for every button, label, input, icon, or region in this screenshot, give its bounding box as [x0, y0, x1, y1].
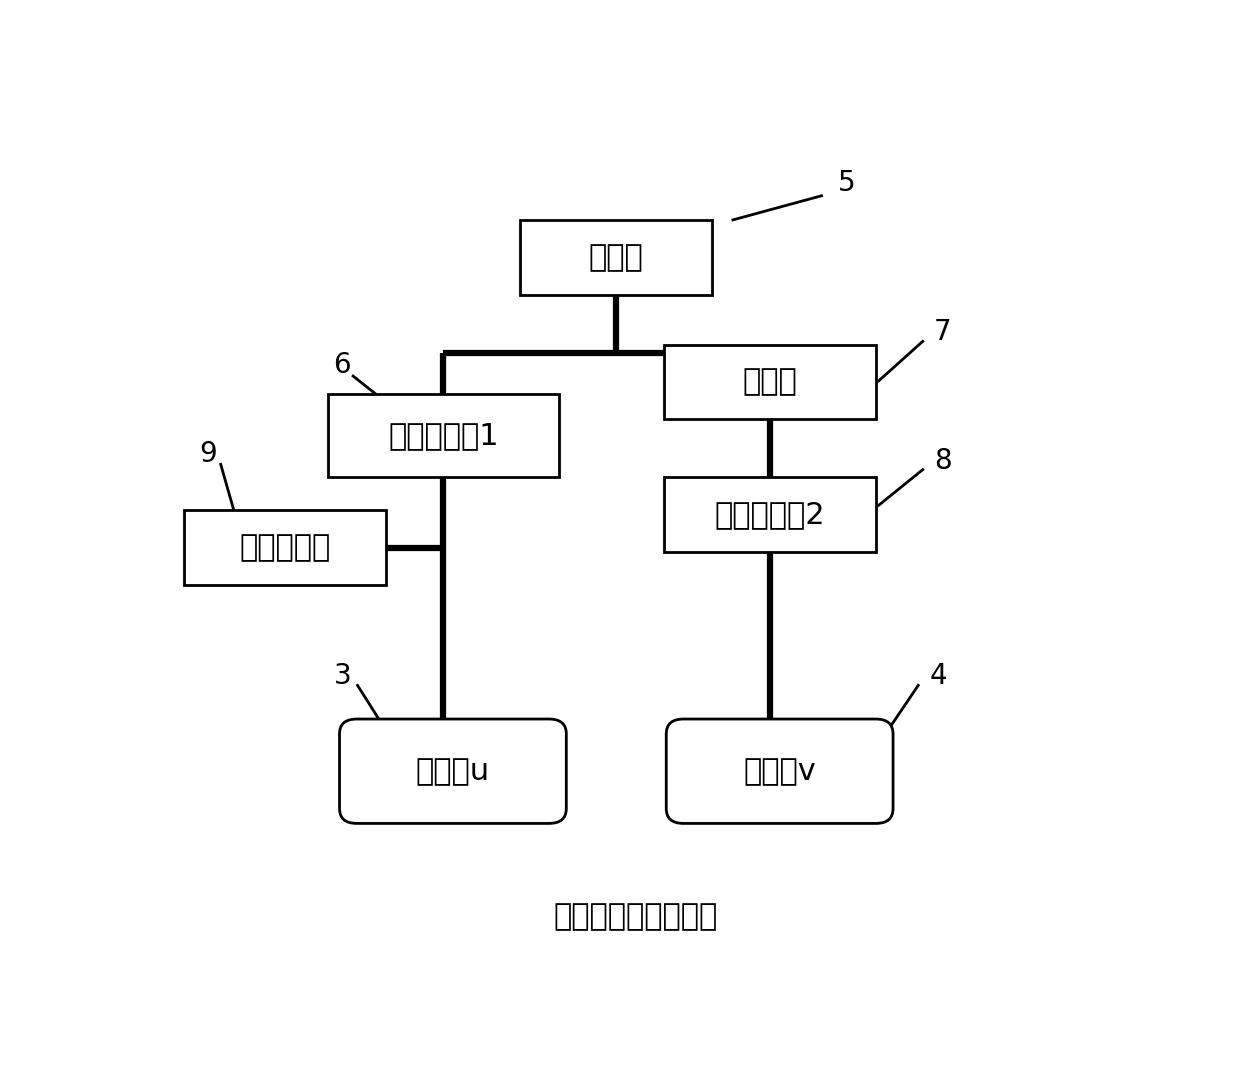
FancyBboxPatch shape	[665, 477, 875, 552]
Text: 换能器u: 换能器u	[415, 756, 490, 785]
FancyBboxPatch shape	[184, 510, 386, 585]
Text: 信号源: 信号源	[589, 243, 644, 272]
Text: 功率分析仪: 功率分析仪	[239, 533, 330, 562]
Text: 5: 5	[838, 169, 856, 197]
FancyBboxPatch shape	[327, 394, 558, 477]
FancyBboxPatch shape	[665, 344, 875, 419]
FancyBboxPatch shape	[521, 221, 713, 295]
Text: 移相器: 移相器	[743, 367, 797, 396]
Text: 水中（非消声环境）: 水中（非消声环境）	[553, 902, 718, 931]
FancyBboxPatch shape	[340, 719, 567, 823]
Text: 6: 6	[334, 351, 351, 379]
Text: 8: 8	[934, 447, 952, 475]
Text: 7: 7	[934, 318, 952, 346]
Text: 功率放大器2: 功率放大器2	[714, 500, 826, 529]
Text: 换能器v: 换能器v	[743, 756, 816, 785]
Text: 功率放大器1: 功率放大器1	[388, 421, 498, 450]
Text: 4: 4	[930, 662, 947, 690]
Text: 9: 9	[198, 440, 217, 468]
FancyBboxPatch shape	[666, 719, 893, 823]
Text: 3: 3	[334, 662, 351, 690]
